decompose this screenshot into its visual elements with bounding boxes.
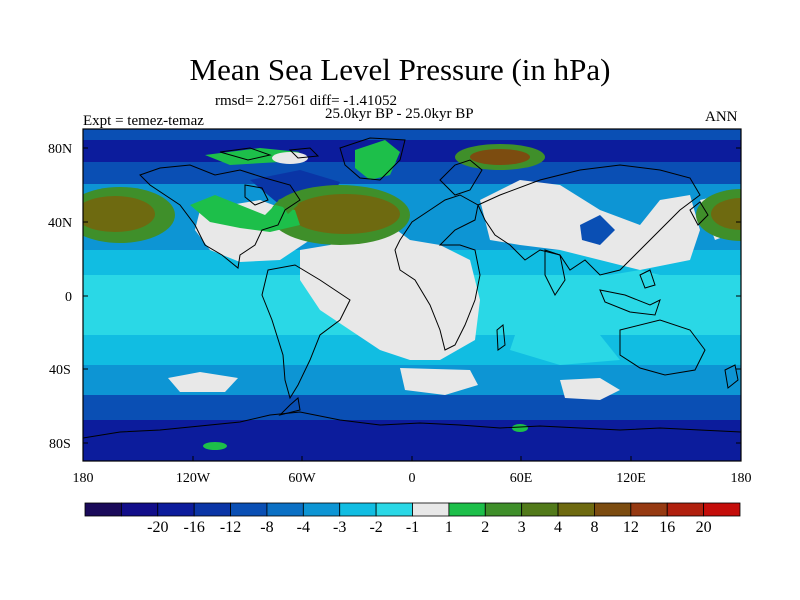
colorbar-label: -1: [406, 519, 419, 536]
lon-label: 60E: [510, 471, 533, 486]
lat-label: 80S: [49, 437, 71, 452]
colorbar-swatch: [375, 502, 413, 517]
colorbar: [84, 502, 741, 517]
colorbar-label: 12: [623, 519, 639, 536]
colorbar-swatch: [484, 502, 523, 517]
colorbar-label: -2: [369, 519, 382, 536]
colorbar-swatch: [339, 502, 377, 517]
colorbar-swatch: [521, 502, 559, 517]
colorbar-labels: -20 -16 -12 -8 -4 -3 -2 -1 1 2 3 4 8 12 16 20: [147, 519, 711, 536]
longitude-labels: 180 120W 60W 0 60E 120E 180: [73, 471, 752, 486]
pressure-field: [83, 129, 741, 461]
colorbar-swatch: [230, 502, 268, 517]
colorbar-swatch: [703, 502, 741, 517]
colorbar-swatch: [630, 502, 668, 517]
lat-label: 40N: [48, 216, 72, 231]
lon-label: 120W: [176, 471, 211, 486]
colorbar-swatch: [557, 502, 595, 517]
lat-label: 80N: [48, 142, 72, 157]
colorbar-label: 3: [518, 519, 526, 536]
colorbar-swatch: [412, 502, 450, 517]
colorbar-label: 1: [445, 519, 453, 536]
colorbar-label: 20: [696, 519, 712, 536]
lon-label: 180: [73, 471, 94, 486]
axis-ticks: [82, 147, 742, 461]
season-label: ANN: [705, 109, 738, 125]
stats-label: rmsd= 2.27561 diff= -1.41052: [215, 93, 398, 109]
colorbar-label: -3: [333, 519, 346, 536]
colorbar-swatch: [448, 502, 486, 517]
colorbar-swatch: [157, 502, 195, 517]
lon-label: 180: [731, 471, 752, 486]
lat-label: 0: [65, 290, 72, 305]
colorbar-swatch: [266, 502, 304, 517]
colorbar-swatch: [84, 502, 122, 517]
colorbar-label: -4: [297, 519, 310, 536]
colorbar-label: -16: [184, 519, 205, 536]
colorbar-label: 8: [590, 519, 598, 536]
experiment-label: Expt = temez-temaz: [83, 113, 204, 129]
colorbar-swatch: [594, 502, 632, 517]
colorbar-label: -8: [260, 519, 273, 536]
colorbar-label: 16: [659, 519, 675, 536]
colorbar-swatch: [120, 502, 159, 517]
colorbar-swatch: [302, 502, 341, 517]
lon-label: 0: [409, 471, 416, 486]
colorbar-swatch: [193, 502, 231, 517]
colorbar-swatch: [666, 502, 705, 517]
map-title: Mean Sea Level Pressure (in hPa): [189, 52, 611, 87]
colorbar-label: 4: [554, 519, 562, 536]
coastlines: [83, 137, 741, 439]
colorbar-label: -12: [220, 519, 241, 536]
lon-label: 120E: [616, 471, 646, 486]
latitude-labels: 80N 40N 0 40S 80S: [48, 142, 72, 452]
colorbar-label: -20: [147, 519, 168, 536]
lon-label: 60W: [288, 471, 316, 486]
colorbar-label: 2: [481, 519, 489, 536]
lat-label: 40S: [49, 363, 71, 378]
period-label: 25.0kyr BP - 25.0kyr BP: [325, 106, 474, 122]
